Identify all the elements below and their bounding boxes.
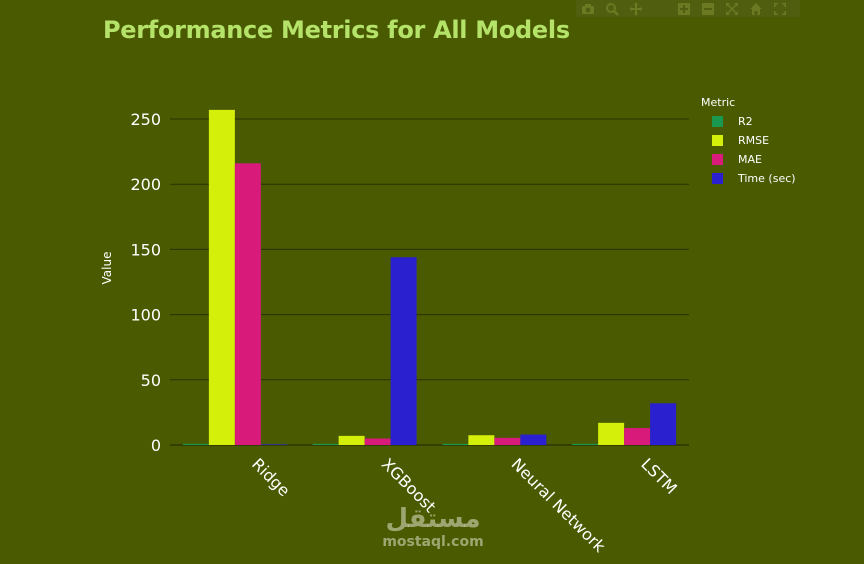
legend-label: R2 — [738, 114, 753, 128]
zoom-out-icon[interactable] — [696, 0, 720, 17]
y-tick-label: 250 — [130, 110, 161, 129]
bar-r2-lstm[interactable] — [572, 443, 599, 445]
bar-rmse-ridge[interactable] — [208, 109, 235, 445]
legend-swatch — [712, 115, 723, 127]
bar-time-sec-neural-network[interactable] — [520, 434, 547, 445]
chart-title: Performance Metrics for All Models — [103, 16, 570, 44]
legend-label: Time (sec) — [738, 171, 796, 185]
bar-r2-neural-network[interactable] — [442, 443, 469, 445]
bar-r2-ridge[interactable] — [182, 443, 209, 445]
y-tick-label: 50 — [141, 371, 161, 390]
bar-rmse-xgboost[interactable] — [338, 435, 365, 445]
y-tick-label: 200 — [130, 175, 161, 194]
legend-item[interactable]: RMSE — [712, 133, 769, 147]
y-tick-label: 0 — [151, 436, 161, 455]
autoscale-icon[interactable] — [720, 0, 744, 17]
legend-swatch — [712, 134, 723, 146]
zoom-in-icon[interactable] — [672, 0, 696, 17]
watermark-url: mostaql.com — [382, 534, 484, 550]
x-tick-label: Neural Network — [508, 454, 610, 556]
fullscreen-icon[interactable] — [768, 0, 792, 17]
chart-modebar — [576, 0, 800, 17]
y-axis-label: Value — [100, 251, 114, 285]
legend-label: MAE — [738, 152, 762, 166]
legend-swatch — [712, 172, 723, 184]
x-tick-label: Ridge — [248, 454, 294, 500]
bar-rmse-lstm[interactable] — [598, 422, 625, 445]
zoom-icon[interactable] — [600, 0, 624, 17]
bar-r2-xgboost[interactable] — [312, 443, 339, 445]
bar-time-sec-xgboost[interactable] — [390, 257, 417, 445]
bar-time-sec-ridge[interactable] — [260, 444, 287, 445]
bars — [182, 109, 677, 445]
y-tick-labels: 0 50 100 150 200 250 — [130, 110, 161, 455]
watermark: مستقل mostaql.com — [378, 504, 488, 550]
y-tick-label: 150 — [130, 240, 161, 259]
bar-time-sec-lstm[interactable] — [650, 403, 677, 445]
watermark-logo-text: مستقل — [385, 504, 481, 534]
y-tick-label: 100 — [130, 306, 161, 325]
camera-icon[interactable] — [576, 0, 600, 17]
legend-item[interactable]: R2 — [712, 114, 753, 128]
legend-item[interactable]: MAE — [712, 152, 762, 166]
legend-label: RMSE — [738, 133, 770, 147]
bar-mae-lstm[interactable] — [624, 428, 651, 445]
pan-icon[interactable] — [624, 0, 648, 17]
bar-rmse-neural-network[interactable] — [468, 435, 495, 445]
x-tick-label: LSTM — [637, 454, 681, 498]
legend-item[interactable]: Time (sec) — [712, 171, 796, 185]
bar-mae-neural-network[interactable] — [494, 437, 521, 445]
legend-swatch — [712, 153, 723, 165]
bar-mae-ridge[interactable] — [234, 163, 261, 445]
legend-title: Metric — [701, 96, 736, 109]
reset-axes-icon[interactable] — [744, 0, 768, 17]
bar-mae-xgboost[interactable] — [364, 438, 391, 445]
